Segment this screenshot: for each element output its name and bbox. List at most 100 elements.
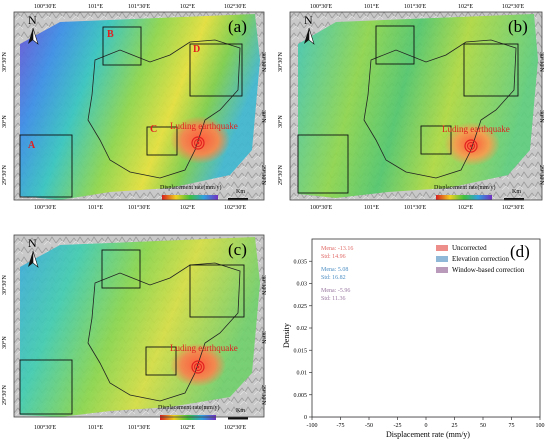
lon-tick-4: 102°E xyxy=(458,4,474,10)
lat-tick-1: 30°30'N xyxy=(2,275,8,295)
legend-label: Elevation correction xyxy=(452,255,509,263)
stats-std: Std: 16.82 xyxy=(321,275,346,281)
lon-tick-5: 102°30'E xyxy=(502,4,525,10)
panel-label: (a) xyxy=(228,17,247,36)
scale-label: Km xyxy=(512,189,521,195)
lon-tick-1: 100°30'E xyxy=(310,4,333,10)
study-boundary xyxy=(363,39,517,179)
stats-mean: Mena: 5.08 xyxy=(321,267,349,273)
legend-swatch xyxy=(436,256,448,263)
map-b-svg xyxy=(289,11,543,201)
y-axis-label: Density xyxy=(282,323,291,348)
legend-label: Window-based correction xyxy=(452,266,525,274)
chart-panel-label: (d) xyxy=(510,242,530,261)
box-d xyxy=(189,43,243,97)
lon-tick-3: 101°30'E xyxy=(404,4,427,10)
lat-tick-r1: 30°30'N xyxy=(260,52,266,72)
lon-tick-b5: 102°30'E xyxy=(502,205,525,211)
legend-colorbar xyxy=(162,195,218,200)
box-label-a: A xyxy=(28,140,36,151)
earthquake-icon xyxy=(191,360,205,374)
lon-tick-2: 101°E xyxy=(364,4,380,10)
north-arrow-icon xyxy=(28,250,39,268)
y-tick-label: 0.015 xyxy=(294,348,308,354)
lon-tick-b2: 101°E xyxy=(88,205,104,211)
lat-tick-r2: 30°N xyxy=(260,110,266,123)
earthquake-label: Luding earthquake xyxy=(170,121,238,131)
north-arrow-icon xyxy=(304,27,315,45)
earthquake-label: Luding earthquake xyxy=(170,343,238,353)
lon-tick-b4: 102°E xyxy=(458,205,474,211)
stats-window: Mena: -5.96 Std: 11.36 xyxy=(321,287,350,303)
legend-swatch xyxy=(436,267,448,274)
displacement-hotspot xyxy=(444,122,500,166)
x-tick-label: -100 xyxy=(307,423,318,429)
map-frame xyxy=(289,11,543,201)
earthquake-icon xyxy=(464,139,478,153)
lon-tick-2: 101°E xyxy=(88,4,104,10)
box-c xyxy=(146,126,178,156)
stats-mean: Mena: -5.96 xyxy=(321,288,351,294)
legend-title: Displacement rate(mm/y) xyxy=(434,185,496,191)
lon-tick-b3: 101°30'E xyxy=(404,205,427,211)
scale-bar xyxy=(504,198,524,201)
y-tick-label: 0 xyxy=(304,415,307,421)
map-panel-b: N (b) Luding earthquake Displacement rat… xyxy=(276,0,550,220)
lat-tick-3: 29°30'N xyxy=(2,165,8,185)
x-tick-label: 0 xyxy=(425,423,428,429)
legend-label: Uncorrected xyxy=(452,244,487,252)
lat-tick-1: 30°30'N xyxy=(2,52,8,72)
stats-elevation: Mena: 5.08 Std: 16.82 xyxy=(321,266,348,282)
map-panel-a: N (a) A B C D Luding earthquake Displace… xyxy=(0,0,272,220)
north-label: N xyxy=(28,13,37,27)
map-frame xyxy=(13,11,265,201)
legend-colorbar xyxy=(160,415,216,420)
earthquake-label: Luding earthquake xyxy=(442,124,510,134)
y-tick-label: 0.005 xyxy=(294,393,308,399)
density-chart-panel: -100 -75 -50 -25 0 25 50 75 100 0 0.005 0.01 0.015 0.… xyxy=(276,225,550,445)
lat-tick-r2: 30°N xyxy=(260,331,266,344)
box-c xyxy=(420,125,452,155)
stats-uncorrected: Mena: -13.16 Std: 14.96 xyxy=(321,245,353,261)
x-axis-label: Displacement rate (mm/y) xyxy=(386,430,470,439)
x-tick-label: 75 xyxy=(509,423,515,429)
box-b xyxy=(101,249,141,289)
legend-swatch xyxy=(436,245,448,252)
study-boundary xyxy=(87,262,241,402)
legend-item-uncorrected: Uncorrected xyxy=(436,243,524,254)
lat-tick-r3: 29°30'N xyxy=(260,165,266,185)
box-a xyxy=(19,134,73,198)
chart-axes: -100 -75 -50 -25 0 25 50 75 100 0 0.005 0.01 0.015 0.… xyxy=(294,238,545,429)
scale-bar xyxy=(228,417,248,420)
box-d xyxy=(189,264,245,318)
box-a xyxy=(297,134,349,194)
lon-tick-1: 100°30'E xyxy=(34,4,57,10)
panel-label: (b) xyxy=(508,17,528,36)
scale-label: Km xyxy=(236,408,245,414)
lon-tick-b1: 100°30'E xyxy=(34,205,57,211)
x-tick-label: 100 xyxy=(536,423,545,429)
lon-tick-4: 102°E xyxy=(180,4,196,10)
displacement-overlay xyxy=(298,14,538,198)
lon-tick-b4: 102°E xyxy=(180,425,196,431)
lon-tick-3: 101°30'E xyxy=(128,4,151,10)
lat-tick-1: 30°30'N xyxy=(278,52,284,72)
x-tick-label: 25 xyxy=(452,423,458,429)
lon-tick-b2: 101°E xyxy=(364,205,380,211)
displacement-overlay xyxy=(20,14,260,200)
x-tick-label: 50 xyxy=(480,423,486,429)
legend-title: Displacement rate(mm/y) xyxy=(160,185,222,191)
north-label: N xyxy=(304,13,313,27)
lat-tick-2: 30°N xyxy=(2,336,8,349)
earthquake-icon xyxy=(191,136,205,150)
north-arrow-icon xyxy=(28,27,39,45)
plot-frame xyxy=(311,238,541,418)
y-tick-label: 0.03 xyxy=(297,282,308,288)
box-b xyxy=(102,26,142,66)
lat-tick-3: 29°30'N xyxy=(2,385,8,405)
chart-legend: Uncorrected Elevation correction Window-… xyxy=(436,243,524,276)
map-panel-c: N (c) Luding earthquake Displacement rat… xyxy=(0,225,272,445)
legend-title: Displacement rate(mm/y) xyxy=(158,405,220,411)
lon-tick-b4: 102°E xyxy=(180,205,196,211)
lon-tick-b5: 102°30'E xyxy=(224,425,247,431)
